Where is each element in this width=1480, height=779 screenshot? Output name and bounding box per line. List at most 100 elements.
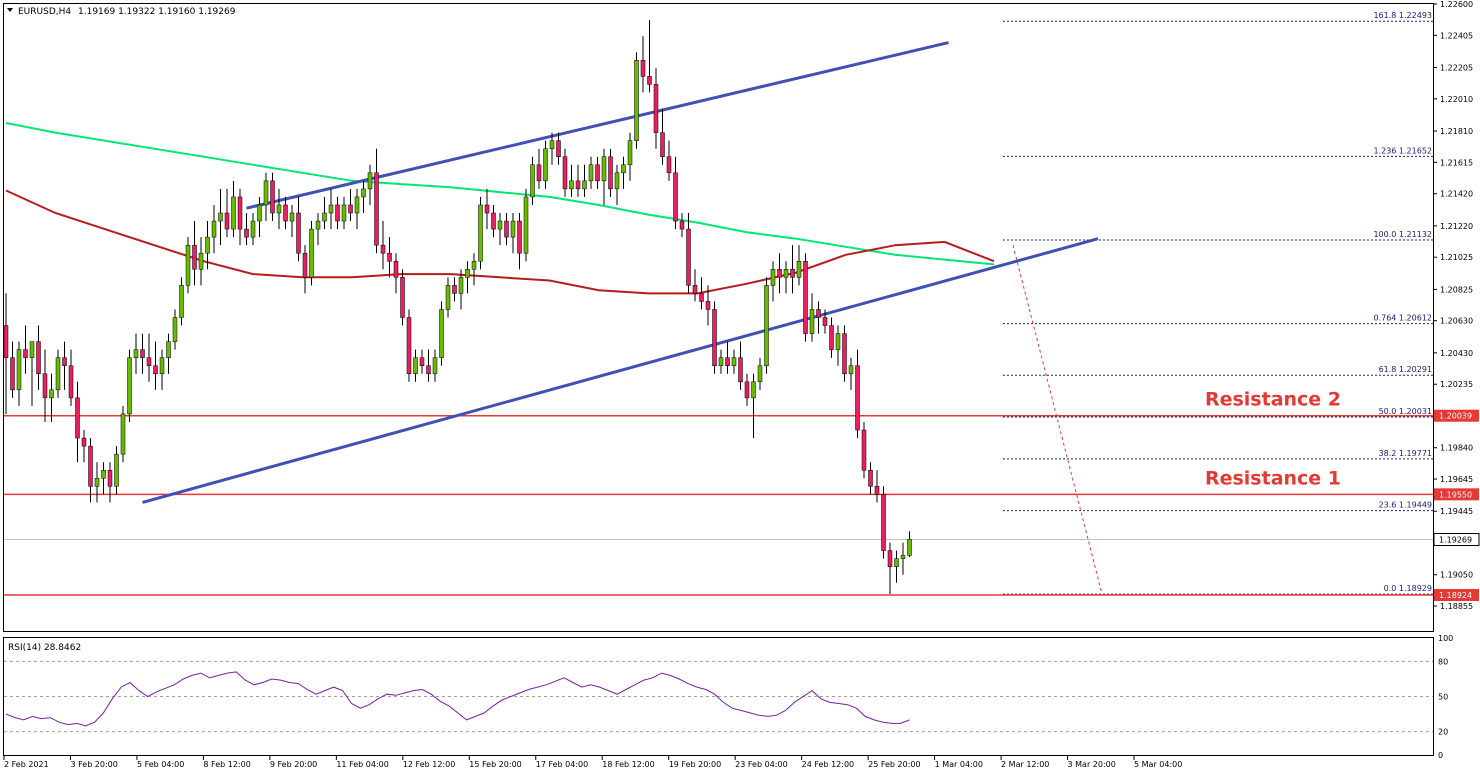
candle bbox=[341, 196, 347, 230]
candle bbox=[887, 542, 893, 595]
candle-body bbox=[432, 357, 438, 375]
candle-body bbox=[621, 164, 626, 174]
candle bbox=[263, 172, 269, 222]
fib-level-label: 161.8 1.22493 bbox=[1373, 11, 1432, 20]
dropdown-triangle-icon[interactable] bbox=[7, 8, 13, 12]
candle-body bbox=[120, 413, 126, 455]
price-axis-label: 1.18855 bbox=[1440, 602, 1473, 611]
candle bbox=[231, 180, 236, 238]
candle-body bbox=[16, 349, 22, 391]
candle-body bbox=[582, 180, 587, 190]
rsi-label: RSI(14) 28.8462 bbox=[8, 643, 81, 653]
resistance-2-annotation: Resistance 2 bbox=[1205, 389, 1341, 411]
candle-body bbox=[907, 539, 912, 556]
candle bbox=[465, 261, 470, 294]
candle bbox=[361, 180, 366, 213]
candle bbox=[627, 132, 633, 181]
candle bbox=[621, 156, 626, 189]
time-axis-label: 5 Feb 04:00 bbox=[137, 760, 184, 769]
candle-body bbox=[822, 317, 828, 326]
candle bbox=[900, 542, 906, 575]
candle bbox=[426, 349, 431, 382]
candle-body bbox=[140, 349, 145, 358]
candle-body bbox=[692, 285, 698, 294]
candle bbox=[744, 373, 750, 406]
candle bbox=[439, 301, 444, 366]
rsi-axis-label: 0 bbox=[1438, 751, 1443, 760]
candle bbox=[504, 213, 509, 246]
resistance-1-annotation: Resistance 1 bbox=[1205, 467, 1341, 489]
candle-body bbox=[387, 252, 392, 262]
resistance-2-price-label: 1.20039 bbox=[1439, 412, 1472, 421]
candle-body bbox=[809, 309, 815, 334]
candle bbox=[881, 486, 886, 559]
candle bbox=[777, 253, 782, 294]
candle bbox=[3, 293, 9, 414]
candle-body bbox=[510, 220, 516, 238]
resistance-1-price-tag bbox=[1434, 488, 1479, 501]
candle bbox=[783, 261, 789, 294]
candle bbox=[809, 293, 815, 342]
fib-level-label: 100.0 1.21132 bbox=[1373, 230, 1432, 239]
candle bbox=[94, 462, 100, 503]
price-axis-label: 1.22010 bbox=[1440, 95, 1473, 104]
price-axis-label: 1.21810 bbox=[1440, 127, 1473, 136]
fib-level-label: 23.6 1.19449 bbox=[1379, 501, 1432, 510]
candle-body bbox=[484, 204, 490, 214]
candle bbox=[575, 164, 581, 197]
candle-body bbox=[400, 277, 405, 318]
candle bbox=[705, 285, 711, 326]
candle-body bbox=[198, 252, 204, 270]
candle bbox=[874, 470, 880, 503]
fib-level-label: 38.2 1.19771 bbox=[1379, 449, 1432, 458]
candle-body bbox=[608, 156, 613, 190]
candle bbox=[608, 148, 613, 197]
candle-body bbox=[549, 140, 555, 149]
candle bbox=[679, 213, 685, 238]
time-axis-label: 5 Mar 04:00 bbox=[1134, 760, 1182, 769]
candle bbox=[569, 164, 574, 197]
price-axis-label: 1.21025 bbox=[1440, 253, 1473, 262]
candle-body bbox=[413, 357, 418, 375]
candle-body bbox=[842, 333, 847, 375]
price-axis-label: 1.22405 bbox=[1440, 31, 1473, 40]
candle-body bbox=[504, 220, 509, 238]
candle bbox=[796, 245, 802, 286]
candle-body bbox=[146, 357, 152, 366]
candle bbox=[829, 317, 834, 358]
candle bbox=[270, 172, 275, 222]
candle bbox=[127, 349, 132, 422]
candle-body bbox=[523, 196, 529, 254]
price-axis-label: 1.21220 bbox=[1440, 222, 1473, 231]
candle bbox=[348, 188, 353, 222]
candle bbox=[335, 196, 340, 230]
candle-body bbox=[341, 204, 347, 222]
candle bbox=[322, 196, 327, 230]
candle bbox=[257, 196, 262, 238]
candle bbox=[660, 108, 665, 165]
candle-body bbox=[647, 76, 652, 85]
candle bbox=[413, 349, 418, 382]
fib-level-label: 50.0 1.20031 bbox=[1379, 407, 1432, 416]
candle-body bbox=[673, 172, 678, 222]
candle-body bbox=[211, 220, 217, 238]
candle-body bbox=[380, 244, 386, 254]
support-low-price-label: 1.18924 bbox=[1439, 591, 1472, 600]
candle-body bbox=[23, 349, 28, 358]
candle bbox=[166, 333, 171, 374]
candle-body bbox=[10, 357, 15, 391]
candle bbox=[107, 462, 113, 503]
candle-body bbox=[94, 478, 100, 487]
rsi-panel-border bbox=[3, 637, 1434, 756]
candle bbox=[543, 140, 548, 189]
candle-body bbox=[42, 373, 48, 399]
price-axis-label: 1.22600 bbox=[1440, 0, 1473, 9]
candle-body bbox=[328, 204, 334, 214]
rsi-axis-label: 80 bbox=[1438, 657, 1448, 666]
candle-body bbox=[172, 317, 178, 342]
rsi-axis-label: 20 bbox=[1438, 728, 1448, 737]
candle bbox=[666, 140, 672, 181]
candle-body bbox=[562, 156, 568, 190]
candle bbox=[387, 237, 392, 278]
